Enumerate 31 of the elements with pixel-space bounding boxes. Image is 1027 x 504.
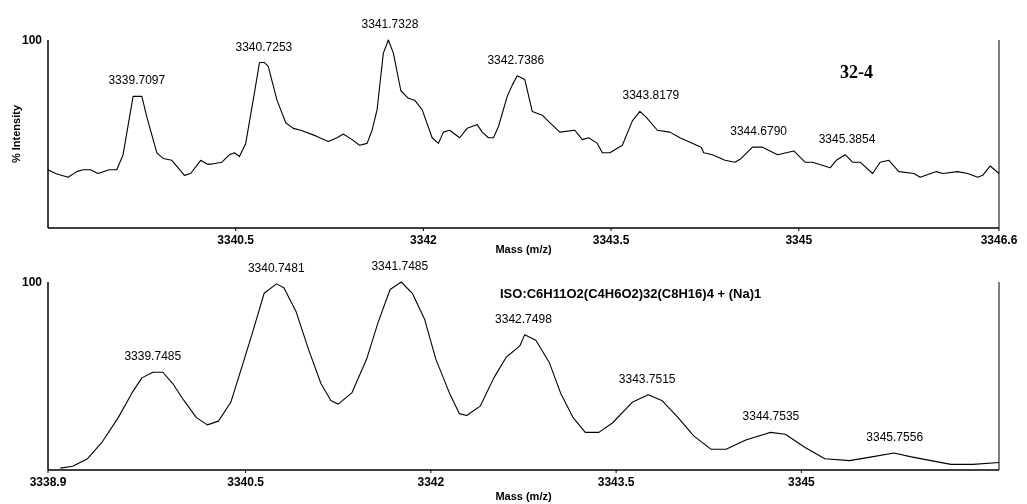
annotation: 3341.7485	[371, 259, 429, 273]
x-axis-title: Mass (m/z)	[495, 490, 552, 502]
annotation: 3342.7498	[495, 311, 553, 326]
annotation: 3343.7515	[618, 371, 676, 386]
annotation: 3344.6790	[730, 124, 788, 139]
annotation: 32-4	[840, 62, 873, 82]
annotation: 3339.7097	[108, 73, 166, 88]
x-tick-label: 3343.5	[592, 233, 630, 247]
annotation: 3344.7535	[742, 409, 800, 424]
annotation: 3340.7253	[235, 39, 293, 54]
x-tick-label: 3342	[417, 475, 445, 489]
text: 100	[21, 275, 43, 289]
x-tick-label: 3345	[785, 233, 813, 247]
x-tick-label: 3338.9	[29, 475, 67, 489]
x-axis-title: Mass (m/z)	[495, 243, 552, 255]
annotation: 3339.7485	[124, 349, 182, 364]
x-tick-label: 3342	[410, 233, 438, 247]
annotation: 3340.7481	[247, 260, 305, 275]
text: 100	[21, 33, 43, 47]
x-tick-label: 3340.5	[217, 233, 255, 247]
x-tick-label: 3345	[788, 475, 816, 489]
annotation: 3343.8179	[622, 88, 680, 103]
annotation: ISO:C6H11O2(C4H6O2)32(C8H16)4 + (Na)1	[500, 286, 762, 301]
x-tick-label: 3340.5	[227, 475, 265, 489]
annotation: 3342.7386	[487, 52, 545, 67]
annotation: 3345.3854	[818, 131, 876, 146]
annotation: 3345.7556	[866, 430, 924, 445]
x-tick-label: 3346.6	[980, 233, 1018, 247]
y-axis-title: % Intensity	[10, 104, 22, 164]
x-tick-label: 3343.5	[597, 475, 635, 489]
annotation: 3341.7328	[361, 17, 419, 31]
